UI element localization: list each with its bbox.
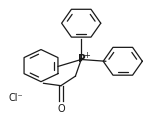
- Text: +: +: [83, 51, 90, 60]
- Text: O: O: [57, 104, 65, 114]
- Text: P: P: [78, 54, 86, 64]
- Text: Cl⁻: Cl⁻: [9, 93, 23, 103]
